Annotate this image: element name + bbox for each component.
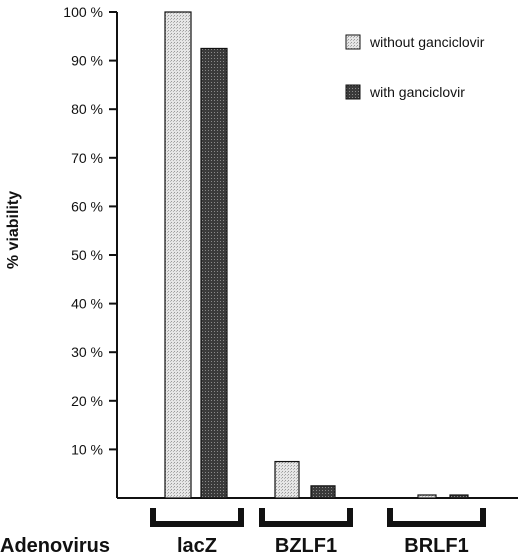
bar-lacZ-with bbox=[200, 47, 228, 499]
legend-swatch-with bbox=[345, 84, 361, 100]
y-tick-label: 50 % bbox=[71, 247, 103, 263]
y-tick-label: 60 % bbox=[71, 198, 103, 214]
category-label-lacZ: lacZ bbox=[177, 535, 217, 557]
y-tick-label: 30 % bbox=[71, 344, 103, 360]
bar-lacZ-without bbox=[164, 11, 192, 499]
bar-BRLF1-without bbox=[417, 494, 437, 499]
group-bracket bbox=[150, 508, 244, 527]
y-tick-label: 40 % bbox=[71, 296, 103, 312]
y-tick-label: 80 % bbox=[71, 101, 103, 117]
y-tick-label: 90 % bbox=[71, 53, 103, 69]
bar-BRLF1-with bbox=[449, 494, 469, 499]
legend-label-with: with ganciclovir bbox=[369, 84, 465, 100]
group-bracket bbox=[259, 508, 353, 527]
bar-BZLF1-with bbox=[310, 485, 336, 499]
bar-BZLF1-without bbox=[274, 460, 300, 499]
group-bracket bbox=[387, 508, 486, 527]
y-tick-label: 20 % bbox=[71, 393, 103, 409]
category-label-BZLF1: BZLF1 bbox=[275, 535, 337, 557]
y-tick-label: 10 % bbox=[71, 441, 103, 457]
x-axis-label: Adenovirus bbox=[0, 535, 110, 557]
legend-swatch-without bbox=[345, 34, 361, 50]
y-tick-label: 70 % bbox=[71, 150, 103, 166]
y-tick-label: 100 % bbox=[63, 4, 103, 20]
y-axis-label: % viability bbox=[5, 191, 22, 269]
category-label-BRLF1: BRLF1 bbox=[404, 535, 468, 557]
legend-label-without: without ganciclovir bbox=[369, 34, 485, 50]
